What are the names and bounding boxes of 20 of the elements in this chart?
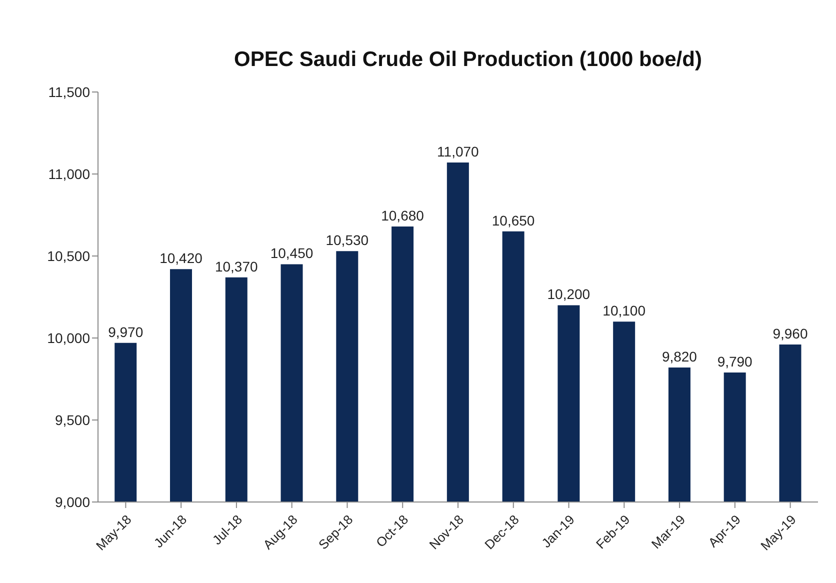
data-label: 10,100 (602, 302, 646, 319)
data-label: 9,790 (717, 353, 753, 370)
data-label: 10,530 (326, 232, 369, 248)
data-label: 10,370 (214, 258, 258, 274)
data-label: 10,200 (547, 286, 590, 302)
y-tick-label: 11,000 (48, 166, 90, 182)
y-tick-label: 10,000 (47, 330, 90, 346)
data-label: 9,820 (662, 348, 698, 365)
data-label: 10,680 (381, 207, 424, 224)
data-label: 10,650 (492, 212, 535, 228)
y-tick-label: 9,000 (54, 494, 90, 510)
data-label: 11,070 (437, 144, 480, 160)
y-tick-label: 10,500 (47, 248, 90, 264)
data-label: 9,960 (772, 326, 808, 342)
chart-title: OPEC Saudi Crude Oil Production (1000 boe/d) (233, 47, 703, 72)
y-tick-label: 11,500 (48, 84, 90, 100)
data-label: 10,420 (160, 250, 203, 266)
data-label: 9,970 (108, 324, 144, 340)
data-label: 10,450 (270, 245, 314, 262)
y-tick-label: 9,500 (54, 412, 90, 428)
